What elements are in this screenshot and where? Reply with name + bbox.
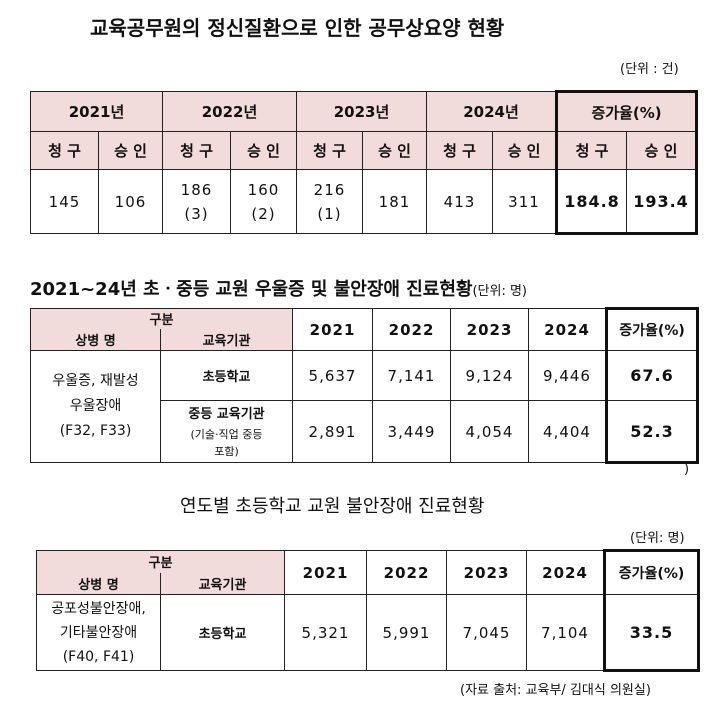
s2-header-disease: 상병 명 <box>30 328 161 351</box>
s1-sub-claim: 청 구 <box>426 131 493 170</box>
s2-cell: 4,054 <box>450 400 530 463</box>
s1-increase-header: 증가율(%) <box>554 90 699 132</box>
s2-year-2023: 2023 <box>450 308 530 351</box>
s1-increase-claim: 184.8 <box>555 169 627 235</box>
s3-cell: 5,991 <box>366 594 448 671</box>
s1-cell: 186 (3) <box>162 169 231 234</box>
s2-cell: 3,449 <box>372 400 452 463</box>
s2-increase-secondary: 52.3 <box>605 400 700 464</box>
s1-year-2023: 2023년 <box>296 91 427 132</box>
s1-sub-claim: 청 구 <box>30 131 99 170</box>
s3-disease-line: 기타불안장애 <box>59 624 138 641</box>
s1-year-2021: 2021년 <box>30 91 163 132</box>
section2-table: 구분 2021 2022 2023 2024 증가율(%) 상병 명 교육기관 … <box>29 307 700 464</box>
source-note: (자료 출처: 교육부/ 김대식 의원실) <box>460 683 651 698</box>
s2-cell: 7,141 <box>372 350 452 401</box>
s3-year-2021: 2021 <box>284 550 368 595</box>
section2-unit: (단위: 명) <box>472 284 528 299</box>
s3-institution: 초등학교 <box>159 594 286 671</box>
s2-year-2021: 2021 <box>292 308 374 351</box>
s2-institution-elementary: 초등학교 <box>159 350 294 401</box>
s1-cell: 106 <box>98 169 163 234</box>
s1-sub-approve: 승 인 <box>362 131 427 170</box>
s2-cell: 2,891 <box>292 400 374 463</box>
s2-institution-secondary-cell: 중등 교육기관 (기술·직업 중등 포함) <box>159 400 294 463</box>
s2-cell: 9,124 <box>450 350 530 401</box>
s2-institution-secondary-sub: (기술·직업 중등 포함) <box>190 428 263 458</box>
s1-cell: 216 (1) <box>296 169 363 234</box>
s1-sub-approve: 승 인 <box>625 131 699 170</box>
section3-table: 구분 2021 2022 2023 2024 증가율(%) 상병 명 교육기관 … <box>35 549 701 672</box>
s1-cell: 311 <box>492 169 557 234</box>
s1-year-2022: 2022년 <box>162 91 297 132</box>
s1-sub-claim: 청 구 <box>555 131 627 170</box>
s1-sub-approve: 승 인 <box>230 131 297 170</box>
s3-cell: 7,045 <box>446 594 528 671</box>
s3-header-group: 구분 <box>35 550 286 573</box>
s2-increase-header: 증가율(%) <box>605 307 700 351</box>
s1-year-2024: 2024년 <box>426 91 557 132</box>
s3-disease-cell: 공포성불안장애, 기타불안장애 (F40, F41) <box>36 594 161 671</box>
s3-disease-line: 공포성불안장애, <box>51 600 146 617</box>
s2-disease-line: 우울증, 재발성 <box>52 373 139 389</box>
s1-sub-claim: 청 구 <box>296 131 363 170</box>
s2-header-institution: 교육기관 <box>159 328 294 351</box>
s1-cell: 145 <box>30 169 99 234</box>
s2-year-2022: 2022 <box>372 308 452 351</box>
s1-sub-claim: 청 구 <box>162 131 231 170</box>
section2-title-text: 2021~24년 초ㆍ중등 교원 우울증 및 불안장애 진료현황 <box>30 279 473 300</box>
s1-cell: 181 <box>362 169 427 234</box>
section2-title: 2021~24년 초ㆍ중등 교원 우울증 및 불안장애 진료현황(단위: 명) <box>30 275 527 301</box>
s2-disease-line: 우울장애 <box>69 398 122 414</box>
s2-cell: 5,637 <box>292 350 374 401</box>
s2-trailing-paren: ) <box>684 462 690 477</box>
s2-institution-secondary: 중등 교육기관 <box>188 407 265 422</box>
section1-table: 2021년 2022년 2023년 2024년 증가율(%) 청 구 승 인 청… <box>30 90 699 235</box>
s2-header-group: 구분 <box>29 308 294 329</box>
s3-increase-header: 증가율(%) <box>603 549 701 595</box>
s3-cell: 7,104 <box>526 594 606 671</box>
section3-title: 연도별 초등학교 교원 불안장애 진료현황 <box>180 496 485 517</box>
s2-cell: 4,404 <box>528 400 608 463</box>
s3-header-institution: 교육기관 <box>159 572 286 595</box>
section3-unit: (단위: 명) <box>630 531 685 546</box>
s3-cell: 5,321 <box>284 594 368 671</box>
s3-increase: 33.5 <box>603 594 701 672</box>
s1-cell: 160 (2) <box>230 169 297 234</box>
s2-disease-cell: 우울증, 재발성 우울장애 (F32, F33) <box>30 350 161 463</box>
s2-cell: 9,446 <box>528 350 608 401</box>
section1-unit: (단위 : 건) <box>620 62 679 77</box>
s2-disease-line: (F32, F33) <box>59 423 132 439</box>
s1-sub-approve: 승 인 <box>98 131 163 170</box>
s3-disease-line: (F40, F41) <box>62 648 135 665</box>
s3-header-disease: 상병 명 <box>36 572 161 595</box>
section1-title: 교육공무원의 정신질환으로 인한 공무상요양 현황 <box>90 16 505 40</box>
s1-cell: 413 <box>426 169 493 234</box>
s1-increase-approve: 193.4 <box>625 169 699 235</box>
s2-increase-elementary: 67.6 <box>605 350 700 401</box>
s1-sub-approve: 승 인 <box>492 131 557 170</box>
s2-year-2024: 2024 <box>528 308 608 351</box>
s3-year-2023: 2023 <box>446 550 528 595</box>
s3-year-2024: 2024 <box>526 550 606 595</box>
s3-year-2022: 2022 <box>366 550 448 595</box>
